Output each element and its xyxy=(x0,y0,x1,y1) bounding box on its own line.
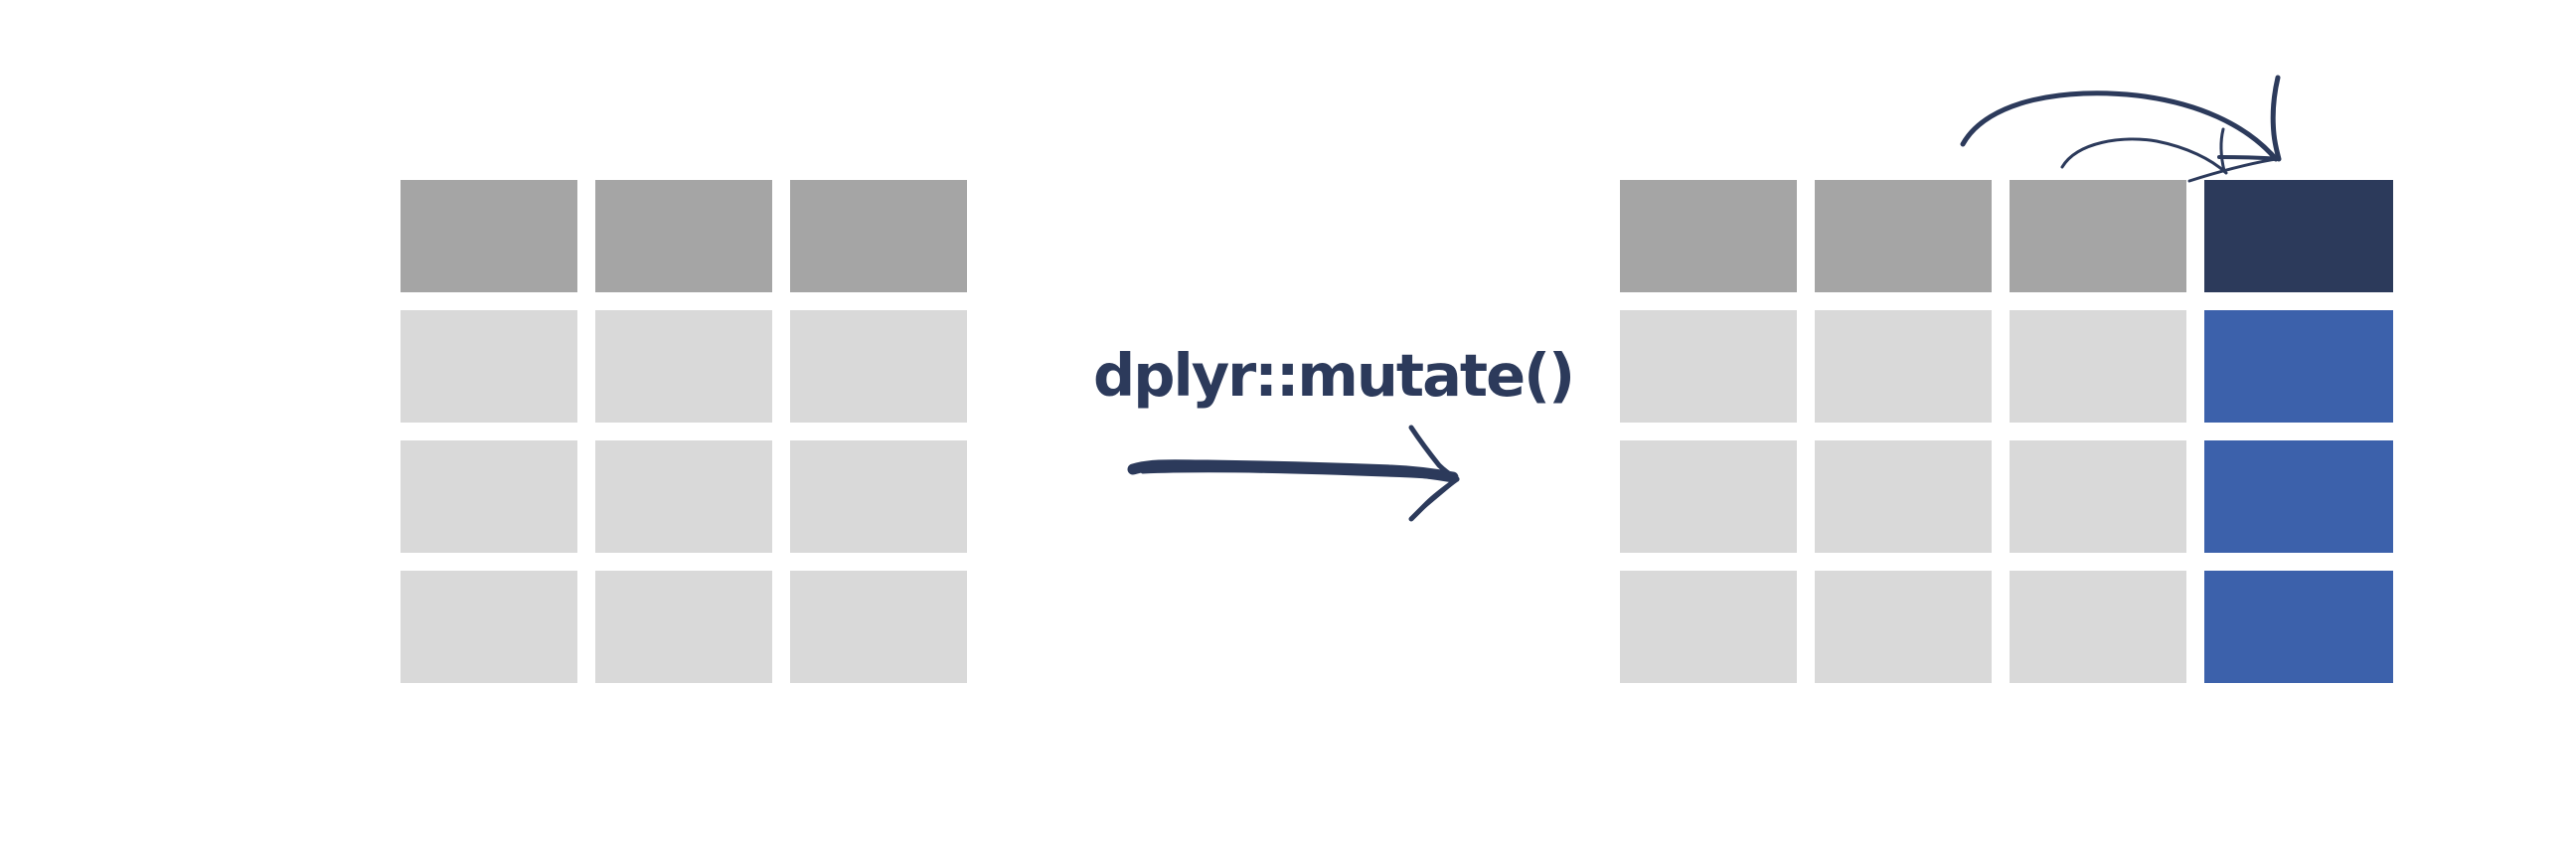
output-body-cell xyxy=(2010,310,2186,423)
output-header-cell xyxy=(1815,180,1992,292)
output-body-cell xyxy=(2010,571,2186,683)
new-column-header-cell xyxy=(2204,180,2393,292)
input-body-cell xyxy=(595,310,772,423)
output-header-cell xyxy=(2010,180,2186,292)
input-table xyxy=(401,180,967,683)
input-body-cell xyxy=(790,440,967,553)
new-column-body-cell xyxy=(2204,440,2393,553)
output-body-cell xyxy=(1815,310,1992,423)
output-body-cell xyxy=(1620,440,1797,553)
input-body-cell xyxy=(790,310,967,423)
output-body-cell xyxy=(1815,440,1992,553)
output-body-cell xyxy=(1620,571,1797,683)
input-body-cell xyxy=(401,571,577,683)
input-header-cell xyxy=(401,180,577,292)
input-body-cell xyxy=(595,571,772,683)
new-column-body-cell xyxy=(2204,571,2393,683)
output-table xyxy=(1620,180,2393,683)
output-body-cell xyxy=(1620,310,1797,423)
new-column-body-cell xyxy=(2204,310,2393,423)
input-body-cell xyxy=(401,440,577,553)
input-body-cell xyxy=(401,310,577,423)
output-header-cell xyxy=(1620,180,1797,292)
output-body-cell xyxy=(2010,440,2186,553)
hand-drawn-right-arrow-icon xyxy=(1127,425,1460,522)
curved-arrows-icon xyxy=(1960,75,2282,183)
input-header-cell xyxy=(790,180,967,292)
input-header-cell xyxy=(595,180,772,292)
input-body-cell xyxy=(595,440,772,553)
input-body-cell xyxy=(790,571,967,683)
function-label: dplyr::mutate() xyxy=(1093,341,1575,410)
output-body-cell xyxy=(1815,571,1992,683)
